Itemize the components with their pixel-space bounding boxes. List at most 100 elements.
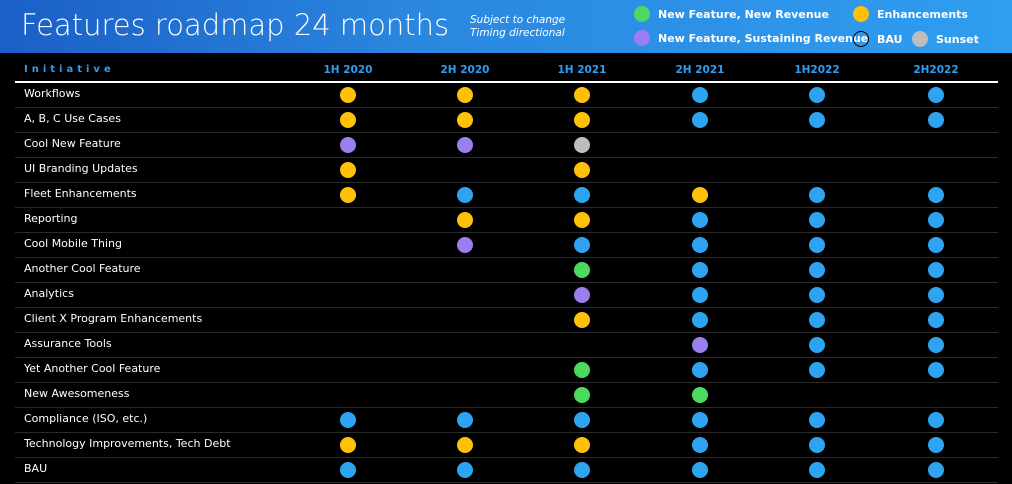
roadmap-row: A, B, C Use Cases xyxy=(15,108,998,133)
outline-circle-icon xyxy=(853,31,869,47)
status-dot-enhancements-icon xyxy=(574,112,590,128)
status-dot-bau-icon xyxy=(809,187,825,203)
status-dot-bau-icon xyxy=(574,187,590,203)
status-dot-sustaining-icon xyxy=(457,237,473,253)
status-dot-bau-icon xyxy=(928,87,944,103)
status-dot-enhancements-icon xyxy=(340,187,356,203)
roadmap-row: UI Branding Updates xyxy=(15,158,998,183)
status-dot-bau-icon xyxy=(809,462,825,478)
roadmap-row: Assurance Tools xyxy=(15,333,998,358)
status-dot-bau-icon xyxy=(574,412,590,428)
initiative-label: Yet Another Cool Feature xyxy=(24,362,161,375)
status-dot-bau-icon xyxy=(809,212,825,228)
initiative-label: A, B, C Use Cases xyxy=(24,112,121,125)
status-dot-bau-icon xyxy=(928,412,944,428)
status-dot-bau-icon xyxy=(928,112,944,128)
status-dot-bau-icon xyxy=(574,462,590,478)
column-header-row: Initiative 1H 2020 2H 2020 1H 2021 2H 2021 1… xyxy=(15,61,998,83)
status-dot-bau-icon xyxy=(692,362,708,378)
status-dot-enhancements-icon xyxy=(340,112,356,128)
initiative-label: New Awesomeness xyxy=(24,387,130,400)
initiative-label: Workflows xyxy=(24,87,81,100)
status-dot-sustaining-icon xyxy=(457,137,473,153)
initiative-label: Another Cool Feature xyxy=(24,262,141,275)
disclaimer-line-2: Timing directional xyxy=(470,27,565,39)
roadmap-row: Yet Another Cool Feature xyxy=(15,358,998,383)
legend-label: Enhancements xyxy=(877,7,968,21)
roadmap-row: Reporting xyxy=(15,208,998,233)
roadmap-row: BAU xyxy=(15,458,998,483)
status-dot-bau-icon xyxy=(457,412,473,428)
status-dot-sunset-icon xyxy=(574,137,590,153)
status-dot-bau-icon xyxy=(692,462,708,478)
status-dot-enhancements-icon xyxy=(457,112,473,128)
status-dot-bau-icon xyxy=(809,87,825,103)
legend-label: Sunset xyxy=(936,32,979,46)
status-dot-bau-icon xyxy=(574,237,590,253)
legend-item-bau: BAU xyxy=(853,31,903,47)
status-dot-bau-icon xyxy=(692,437,708,453)
status-dot-new-revenue-icon xyxy=(574,362,590,378)
roadmap-row: Cool Mobile Thing xyxy=(15,233,998,258)
roadmap-table: Initiative 1H 2020 2H 2020 1H 2021 2H 2021 1… xyxy=(15,61,998,483)
legend-label: New Feature, New Revenue xyxy=(658,7,829,21)
legend-label: New Feature, Sustaining Revenue xyxy=(658,31,869,45)
status-dot-bau-icon xyxy=(457,462,473,478)
status-dot-bau-icon xyxy=(809,112,825,128)
period-header: 1H2022 xyxy=(794,64,840,76)
initiative-label: BAU xyxy=(24,462,48,475)
status-dot-bau-icon xyxy=(928,262,944,278)
disclaimer-note: Subject to change Timing directional xyxy=(470,14,565,40)
status-dot-bau-icon xyxy=(809,437,825,453)
initiative-label: Assurance Tools xyxy=(24,337,112,350)
status-dot-bau-icon xyxy=(692,262,708,278)
roadmap-row: Another Cool Feature xyxy=(15,258,998,283)
status-dot-enhancements-icon xyxy=(457,212,473,228)
roadmap-row: Workflows xyxy=(15,83,998,108)
initiative-label: UI Branding Updates xyxy=(24,162,138,175)
status-dot-bau-icon xyxy=(928,462,944,478)
status-dot-bau-icon xyxy=(340,462,356,478)
status-dot-bau-icon xyxy=(692,87,708,103)
period-header: 1H 2021 xyxy=(557,64,607,76)
legend-item-enhancements: Enhancements xyxy=(853,6,968,22)
status-dot-enhancements-icon xyxy=(457,87,473,103)
status-dot-bau-icon xyxy=(692,112,708,128)
initiative-label: Technology Improvements, Tech Debt xyxy=(24,437,231,450)
status-dot-bau-icon xyxy=(692,412,708,428)
status-dot-bau-icon xyxy=(809,312,825,328)
initiative-label: Cool New Feature xyxy=(24,137,121,150)
status-dot-bau-icon xyxy=(928,187,944,203)
status-dot-bau-icon xyxy=(692,287,708,303)
status-dot-bau-icon xyxy=(692,312,708,328)
roadmap-row: Analytics xyxy=(15,283,998,308)
status-dot-sustaining-icon xyxy=(340,137,356,153)
status-dot-enhancements-icon xyxy=(574,162,590,178)
initiative-label: Compliance (ISO, etc.) xyxy=(24,412,148,425)
initiative-label: Cool Mobile Thing xyxy=(24,237,122,250)
status-dot-bau-icon xyxy=(928,337,944,353)
status-dot-new-revenue-icon xyxy=(692,387,708,403)
status-dot-bau-icon xyxy=(809,412,825,428)
status-dot-sustaining-icon xyxy=(692,337,708,353)
header-banner: Features roadmap 24 months Subject to ch… xyxy=(0,0,1012,53)
page-title: Features roadmap 24 months xyxy=(21,8,450,42)
status-dot-bau-icon xyxy=(809,262,825,278)
status-dot-new-revenue-icon xyxy=(574,387,590,403)
status-dot-new-revenue-icon xyxy=(574,262,590,278)
status-dot-enhancements-icon xyxy=(340,162,356,178)
period-header: 2H 2021 xyxy=(675,64,725,76)
status-dot-bau-icon xyxy=(928,237,944,253)
status-dot-bau-icon xyxy=(692,212,708,228)
status-dot-bau-icon xyxy=(928,312,944,328)
status-dot-bau-icon xyxy=(928,437,944,453)
initiative-label: Fleet Enhancements xyxy=(24,187,137,200)
period-header: 1H 2020 xyxy=(323,64,373,76)
status-dot-bau-icon xyxy=(928,362,944,378)
legend-label: BAU xyxy=(877,32,903,46)
legend-item-new-revenue: New Feature, New Revenue xyxy=(634,6,829,22)
initiative-label: Reporting xyxy=(24,212,78,225)
status-dot-enhancements-icon xyxy=(340,87,356,103)
roadmap-rows: Workflows A, B, C Use Cases Cool New Featu… xyxy=(15,83,998,483)
status-dot-bau-icon xyxy=(809,287,825,303)
